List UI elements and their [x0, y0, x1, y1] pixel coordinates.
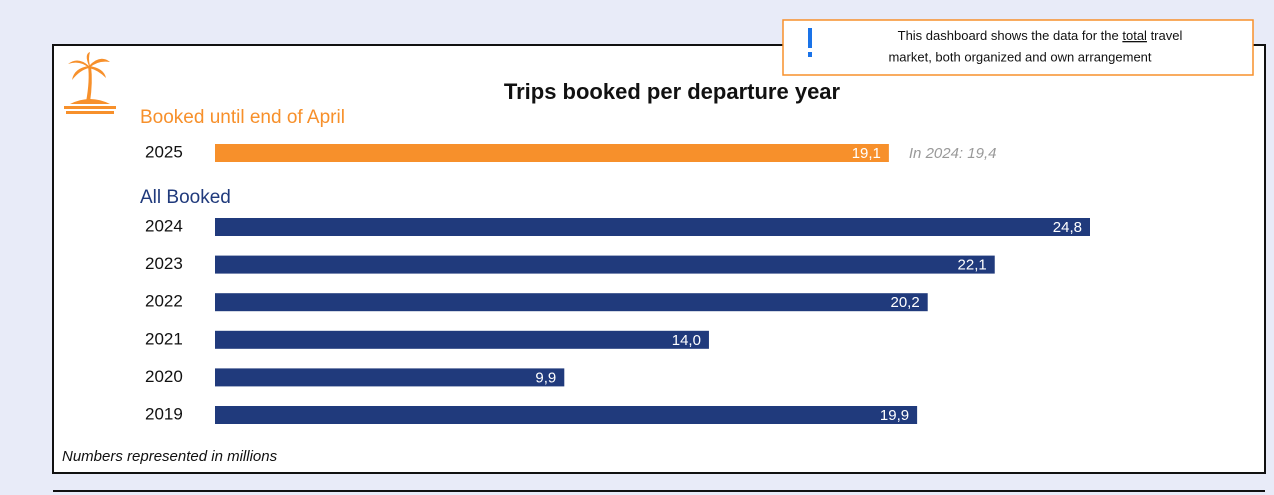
- data-label: 19,9: [880, 407, 909, 424]
- data-label: 14,0: [672, 332, 701, 349]
- bar: [215, 293, 928, 312]
- notice-text: This dashboard shows the data for the: [898, 28, 1123, 43]
- notice-icon-dot: [808, 52, 812, 57]
- category-label: 2025: [145, 142, 183, 161]
- category-label: 2019: [145, 404, 183, 423]
- data-label: 22,1: [958, 257, 987, 274]
- chart-title: Trips booked per departure year: [504, 79, 841, 104]
- data-label: 20,2: [890, 294, 919, 311]
- annotation: In 2024: 19,4: [909, 145, 997, 162]
- category-label: 2024: [145, 216, 183, 235]
- group-label: Booked until end of April: [140, 107, 345, 128]
- bar: [215, 330, 709, 349]
- data-label: 19,1: [852, 145, 881, 162]
- category-label: 2023: [145, 254, 183, 273]
- bar: [215, 406, 918, 424]
- bar: [215, 255, 995, 274]
- data-label: 9,9: [535, 369, 556, 386]
- notice-icon: [808, 28, 812, 48]
- notice-box: [782, 19, 1254, 76]
- notice-emphasis: total: [1122, 28, 1147, 43]
- notice-text: travel: [1147, 28, 1183, 43]
- category-label: 2020: [145, 367, 183, 386]
- notice-line-1: This dashboard shows the data for the to…: [898, 28, 1183, 43]
- bar: [215, 368, 565, 387]
- category-label: 2021: [145, 329, 183, 348]
- footnote: Numbers represented in millions: [62, 448, 278, 465]
- notice-line-2: market, both organized and own arrangeme…: [888, 49, 1151, 64]
- group-label: All Booked: [140, 187, 231, 208]
- bar: [215, 218, 1090, 236]
- data-label: 24,8: [1053, 219, 1082, 236]
- palm-icon: [64, 52, 116, 114]
- bar: [215, 144, 889, 162]
- category-label: 2022: [145, 292, 183, 311]
